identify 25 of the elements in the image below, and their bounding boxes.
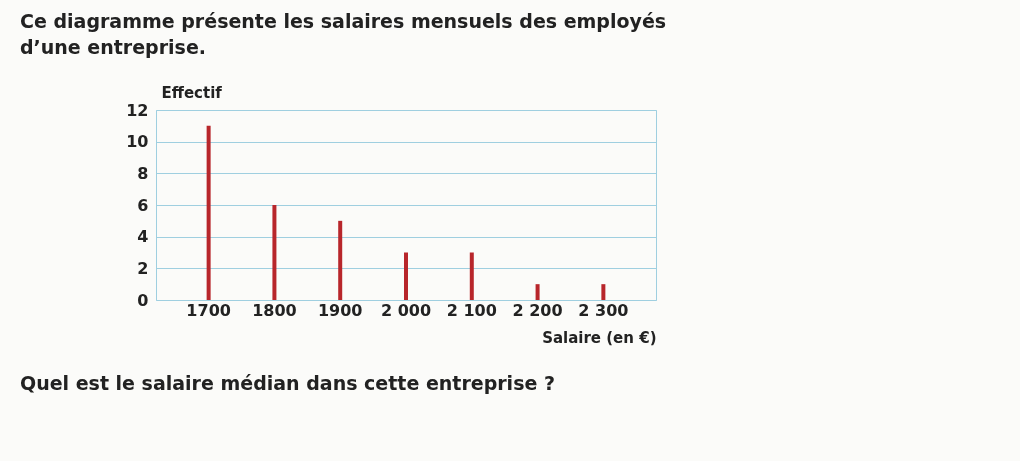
x-tick-label: 2 100: [446, 300, 497, 320]
bar: [469, 252, 474, 300]
bar: [272, 205, 277, 300]
chart-title: Ce diagramme présente les salaires mensuels des employés d’une entreprise.: [20, 9, 668, 60]
x-axis-title: Salaire (en €): [542, 328, 657, 347]
y-axis-title: Effectif: [161, 83, 223, 102]
y-tick-label: 6: [137, 195, 149, 215]
x-tick-label: 1700: [186, 300, 231, 320]
x-tick-label: 1800: [252, 300, 297, 320]
y-tick-label: 10: [126, 132, 149, 152]
bar: [206, 125, 211, 300]
text: Quel est le salaire médian dans cette entreprise ?: [20, 372, 556, 394]
y-tick-label: 8: [137, 163, 149, 183]
x-tick-label: 2 300: [578, 300, 629, 320]
bar: [404, 252, 408, 300]
bar: [338, 220, 343, 300]
x-tick-label: 1900: [317, 300, 363, 320]
bar: [601, 284, 606, 300]
y-tick-label: 12: [126, 100, 149, 120]
y-tick-label: 4: [137, 227, 149, 247]
x-tick-label: 2 000: [380, 300, 432, 320]
y-tick-label: 0: [137, 290, 149, 310]
bar: [535, 284, 540, 300]
y-tick-label: 2: [137, 258, 149, 278]
x-tick-label: 2 200: [512, 300, 563, 320]
